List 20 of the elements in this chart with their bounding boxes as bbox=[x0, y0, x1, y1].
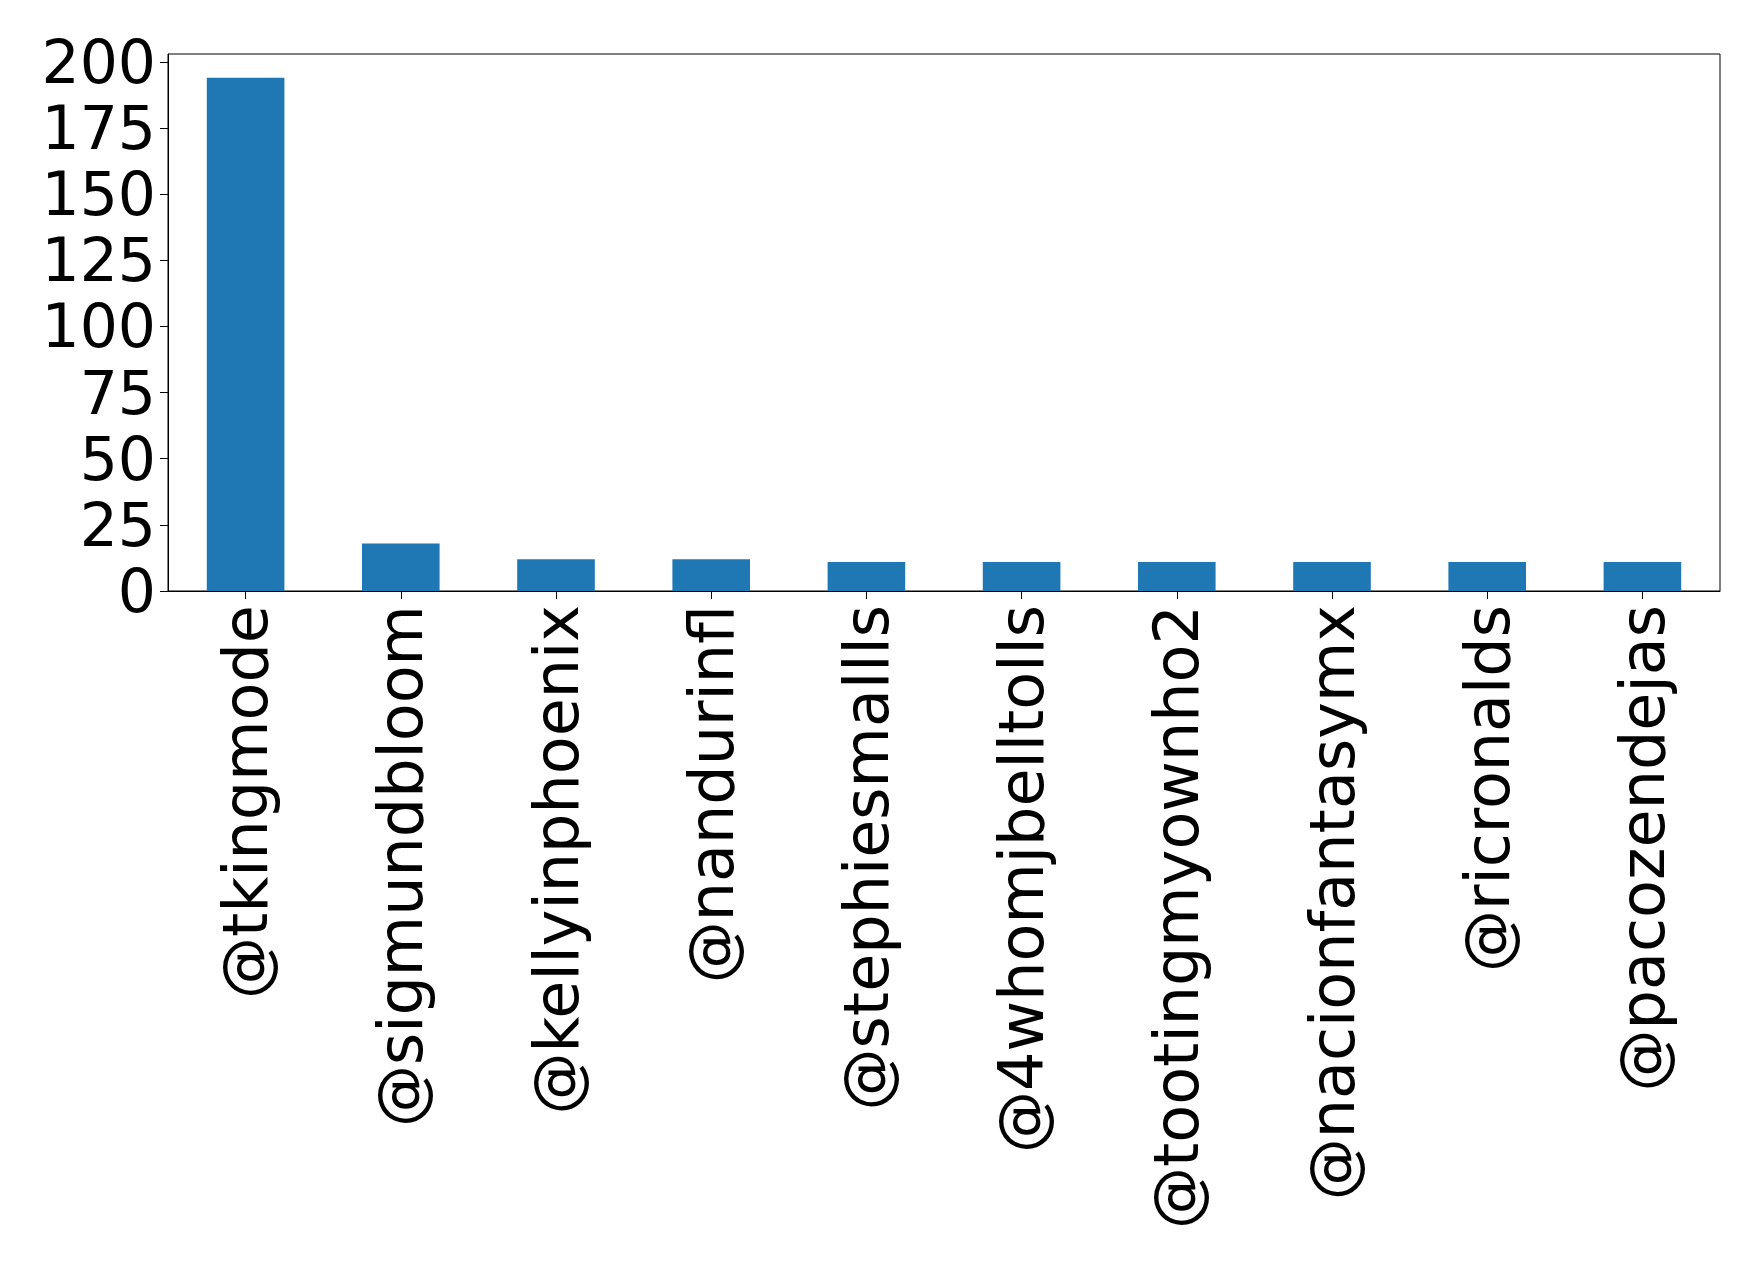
x-tick-label: @sigmundbloom bbox=[364, 605, 438, 1128]
bar bbox=[827, 561, 906, 591]
bar bbox=[1138, 561, 1216, 591]
bar bbox=[672, 559, 750, 591]
bar bbox=[1603, 561, 1682, 591]
bar bbox=[362, 543, 440, 591]
bar bbox=[982, 561, 1061, 591]
x-tick-label: @4whomjbelltolls bbox=[985, 605, 1059, 1153]
x-tick-label: @tootingmyownho2 bbox=[1140, 605, 1214, 1230]
x-tick-label: @tkingmode bbox=[209, 605, 283, 999]
x-tick-label: @stephiesmallls bbox=[829, 605, 903, 1111]
bar bbox=[1448, 561, 1526, 591]
bar bbox=[206, 77, 285, 591]
bar bbox=[1293, 561, 1371, 591]
x-tick-label: @ricronalds bbox=[1450, 605, 1524, 973]
x-tick-label: @pacozendejas bbox=[1605, 605, 1679, 1092]
x-tick-label: @nacionfantasymx bbox=[1295, 605, 1369, 1201]
bar bbox=[517, 559, 595, 591]
x-tick-label: @nandurinfl bbox=[674, 605, 748, 984]
x-tick-label: @kellyinphoenix bbox=[519, 605, 593, 1115]
